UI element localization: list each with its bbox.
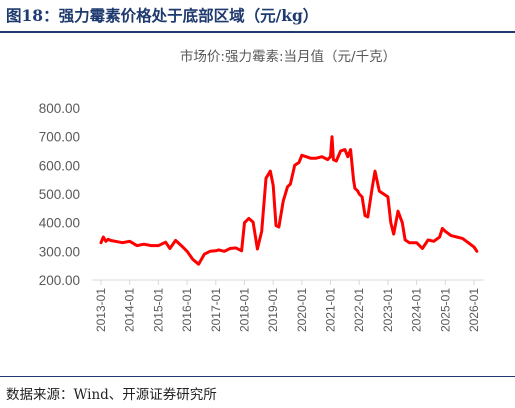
x-tick-label: 2017-01 [209,288,223,332]
x-tick-label: 2022-01 [352,288,366,332]
x-axis: 2013-01 2014-01 2015-01 2016-01 2017-01 2018-… [94,280,481,332]
y-axis: 200.00 300.00 400.00 500.00 600.00 700.00 800.… [39,101,80,288]
footer-rule [0,376,515,377]
x-tick-label: 2015-01 [151,288,165,332]
x-tick-label: 2016-01 [180,288,194,332]
x-tick-label: 2014-01 [123,288,137,332]
x-tick-label: 2013-01 [94,288,108,332]
x-tick-label: 2025-01 [438,288,452,332]
y-tick-label: 700.00 [39,130,80,145]
title-rule [0,31,515,33]
y-tick-label: 500.00 [39,187,80,202]
x-tick-label: 2021-01 [324,288,338,332]
x-tick-label: 2026-01 [467,288,481,332]
y-tick-label: 600.00 [39,158,80,173]
x-tick-label: 2023-01 [381,288,395,332]
price-line-chart: 市场价:强力霉素:当月值（元/千克） 200.00 300.00 400.00 500… [39,48,484,332]
x-tick-label: 2018-01 [237,288,251,332]
series-line [99,135,479,266]
y-tick-label: 300.00 [39,244,80,259]
x-tick-label: 2019-01 [266,288,280,332]
chart-title: 市场价:强力霉素:当月值（元/千克） [180,48,396,65]
y-tick-label: 800.00 [39,101,80,116]
y-tick-label: 400.00 [39,216,80,231]
x-tick-label: 2024-01 [410,288,424,332]
source-note: 数据来源：Wind、开源证券研究所 [6,387,217,403]
figure-title: 图18：强力霉素价格处于底部区域（元/kg） [6,6,319,25]
y-tick-label: 200.00 [39,273,80,288]
x-tick-label: 2020-01 [295,288,309,332]
